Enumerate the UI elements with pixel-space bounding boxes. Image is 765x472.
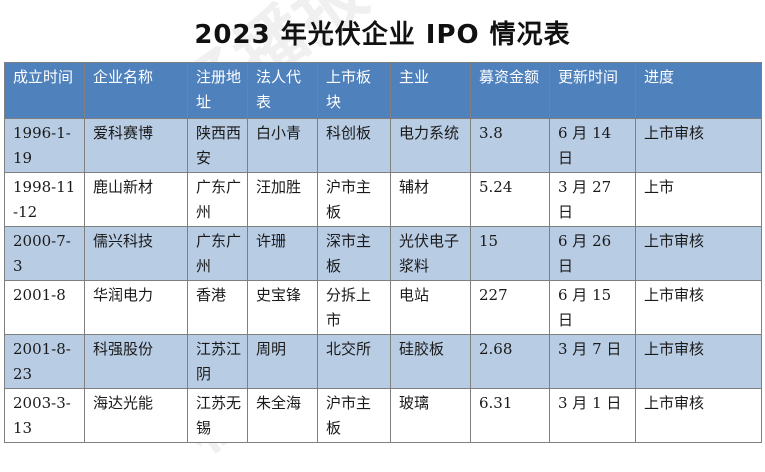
ipo-table: 成立时间 企业名称 注册地址 法人代表 上市板块 主业 募资金额 更新时间 进度… (4, 62, 762, 443)
cell-board: 科创板 (317, 118, 391, 173)
table-row: 1996-1-19 爱科赛博 陕西西安 白小青 科创板 电力系统 3.8 6 月… (4, 118, 762, 173)
cell-board: 沪市主板 (317, 172, 391, 227)
cell-progress: 上市审核 (635, 226, 762, 281)
cell-updated: 6 月 15 日 (549, 280, 636, 335)
cell-founded: 2001-8 (4, 280, 85, 335)
cell-location: 江苏无锡 (187, 388, 248, 443)
cell-location: 江苏江阴 (187, 334, 248, 389)
cell-legal-rep: 史宝锋 (247, 280, 318, 335)
cell-legal-rep: 周明 (247, 334, 318, 389)
cell-business: 辅材 (390, 172, 471, 227)
table-row: 2001-8-23 科强股份 江苏江阴 周明 北交所 硅胶板 2.68 3 月 … (4, 334, 762, 389)
cell-board: 沪市主板 (317, 388, 391, 443)
cell-updated: 3 月 7 日 (549, 334, 636, 389)
header-board: 上市板块 (317, 62, 391, 119)
cell-updated: 6 月 26 日 (549, 226, 636, 281)
table-row: 2001-8 华润电力 香港 史宝锋 分拆上市 电站 227 6 月 15 日 … (4, 280, 762, 335)
cell-legal-rep: 白小青 (247, 118, 318, 173)
cell-founded: 1996-1-19 (4, 118, 85, 173)
cell-business: 电力系统 (390, 118, 471, 173)
header-amount: 募资金额 (470, 62, 550, 119)
header-updated: 更新时间 (549, 62, 636, 119)
table-row: 2000-7-3 儒兴科技 广东广州 许珊 深市主板 光伏电子浆料 15 6 月… (4, 226, 762, 281)
cell-legal-rep: 许珊 (247, 226, 318, 281)
header-business: 主业 (390, 62, 471, 119)
cell-company: 华润电力 (84, 280, 188, 335)
cell-founded: 2000-7-3 (4, 226, 85, 281)
cell-business: 光伏电子浆料 (390, 226, 471, 281)
cell-amount: 6.31 (470, 388, 550, 443)
cell-amount: 5.24 (470, 172, 550, 227)
cell-board: 深市主板 (317, 226, 391, 281)
cell-location: 广东广州 (187, 226, 248, 281)
cell-business: 玻璃 (390, 388, 471, 443)
cell-company: 儒兴科技 (84, 226, 188, 281)
cell-company: 鹿山新材 (84, 172, 188, 227)
cell-board: 北交所 (317, 334, 391, 389)
cell-progress: 上市 (635, 172, 762, 227)
cell-amount: 2.68 (470, 334, 550, 389)
table-row: 2003-3-13 海达光能 江苏无锡 朱全海 沪市主板 玻璃 6.31 3 月… (4, 388, 762, 443)
cell-business: 硅胶板 (390, 334, 471, 389)
cell-board: 分拆上市 (317, 280, 391, 335)
cell-updated: 6 月 14 日 (549, 118, 636, 173)
cell-founded: 2001-8-23 (4, 334, 85, 389)
cell-company: 海达光能 (84, 388, 188, 443)
header-progress: 进度 (635, 62, 762, 119)
header-founded: 成立时间 (4, 62, 85, 119)
header-company: 企业名称 (84, 62, 188, 119)
header-location: 注册地址 (187, 62, 248, 119)
cell-founded: 2003-3-13 (4, 388, 85, 443)
table-row: 1998-11-12 鹿山新材 广东广州 汪加胜 沪市主板 辅材 5.24 3 … (4, 172, 762, 227)
cell-updated: 3 月 27 日 (549, 172, 636, 227)
cell-location: 广东广州 (187, 172, 248, 227)
cell-company: 爱科赛博 (84, 118, 188, 173)
cell-company: 科强股份 (84, 334, 188, 389)
cell-amount: 3.8 (470, 118, 550, 173)
cell-progress: 上市审核 (635, 118, 762, 173)
cell-progress: 上市审核 (635, 388, 762, 443)
cell-progress: 上市审核 (635, 280, 762, 335)
cell-location: 香港 (187, 280, 248, 335)
cell-updated: 3 月 1 日 (549, 388, 636, 443)
header-row: 成立时间 企业名称 注册地址 法人代表 上市板块 主业 募资金额 更新时间 进度 (4, 62, 762, 119)
cell-legal-rep: 汪加胜 (247, 172, 318, 227)
cell-amount: 15 (470, 226, 550, 281)
cell-legal-rep: 朱全海 (247, 388, 318, 443)
header-legal-rep: 法人代表 (247, 62, 318, 119)
cell-founded: 1998-11-12 (4, 172, 85, 227)
cell-progress: 上市审核 (635, 334, 762, 389)
cell-amount: 227 (470, 280, 550, 335)
cell-location: 陕西西安 (187, 118, 248, 173)
page-title: 2023 年光伏企业 IPO 情况表 (194, 20, 571, 50)
cell-business: 电站 (390, 280, 471, 335)
